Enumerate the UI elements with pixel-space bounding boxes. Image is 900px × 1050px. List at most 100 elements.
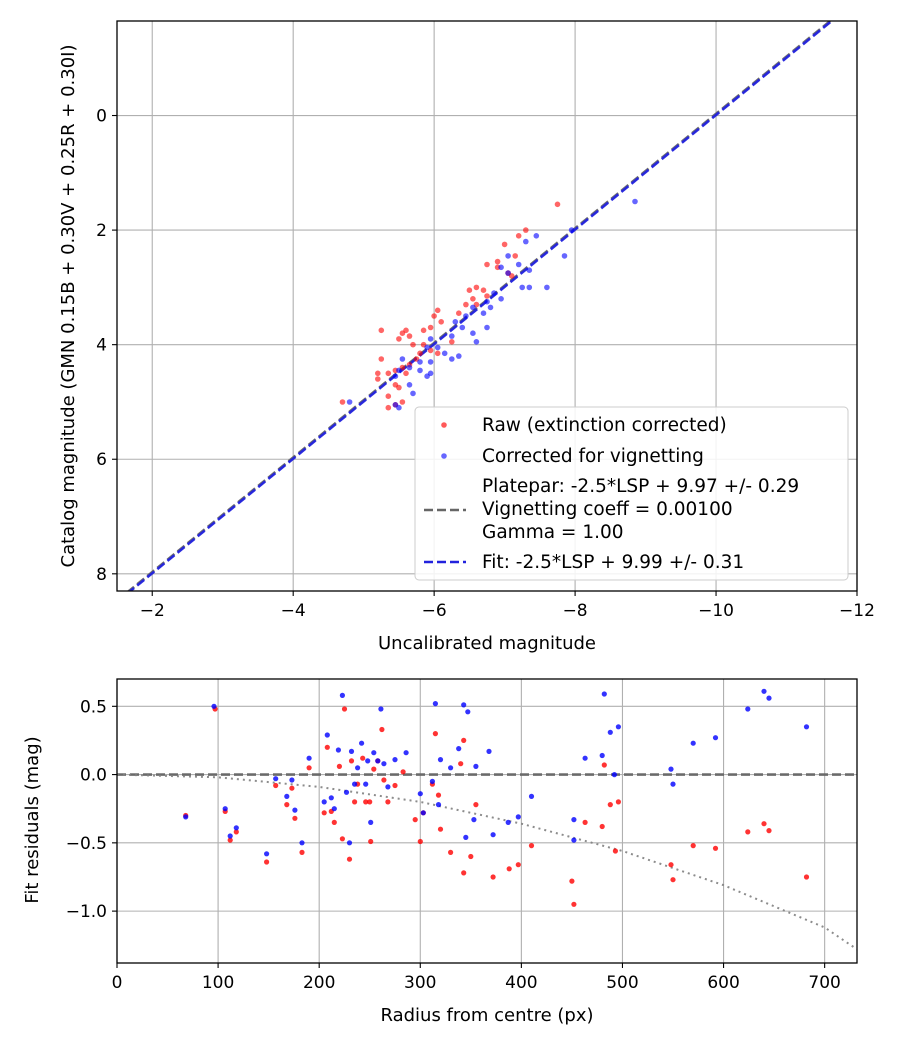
residuals-y-axis-label: Fit residuals (mag): [22, 736, 43, 903]
residuals-corrected-point: [378, 706, 384, 712]
residuals-corrected-point: [359, 740, 365, 746]
residuals-raw-point: [381, 777, 387, 783]
top-corrected-point: [491, 290, 497, 296]
residuals-corrected-point: [571, 837, 577, 843]
residuals-corrected-point: [471, 817, 477, 823]
residuals-raw-point: [528, 843, 535, 849]
residuals-corrected-point: [343, 789, 350, 795]
residuals-corrected-point: [601, 691, 607, 697]
legend-raw-label: Raw (extinction corrected): [482, 415, 727, 436]
top-corrected-point: [434, 344, 441, 351]
top-corrected-point: [544, 284, 550, 291]
residuals-raw-point: [432, 731, 438, 737]
residuals-corrected-point: [222, 806, 228, 812]
top-axes-frame: [116, 20, 858, 592]
residuals-corrected-point: [289, 777, 295, 783]
residuals-corrected-point: [385, 784, 391, 790]
residuals-raw-point: [435, 792, 442, 798]
residuals-raw-point: [458, 761, 464, 767]
residuals-corrected-point: [284, 793, 290, 800]
residuals-corrected-point: [363, 781, 369, 787]
residuals-raw-point: [367, 799, 373, 805]
top-raw-point: [339, 399, 346, 405]
residuals-raw-point: [745, 829, 751, 835]
residuals-raw-point: [417, 838, 423, 845]
residuals-corrected-point: [515, 814, 521, 820]
top-corrected-point: [396, 367, 402, 374]
residuals-corrected-point: [331, 806, 337, 812]
top-corrected-point: [427, 336, 434, 342]
top-y-axis-label: Catalog magnitude (GMN 0.15B + 0.30V + 0…: [58, 44, 79, 567]
residuals-corrected-point: [670, 781, 676, 787]
residuals-raw-point: [515, 862, 521, 868]
top-raw-point: [375, 370, 381, 377]
residuals-raw-point: [448, 849, 454, 856]
residuals-corrected-point: [461, 702, 467, 708]
residuals-raw-point: [668, 862, 674, 868]
top-corrected-point: [523, 238, 529, 245]
top-raw-point: [417, 350, 423, 357]
residuals-raw-point: [412, 817, 418, 823]
residuals-corrected-point: [712, 735, 719, 741]
residuals-raw-point: [264, 859, 270, 865]
residuals-raw-point: [803, 874, 810, 880]
residuals-corrected-point: [473, 763, 479, 770]
residuals-corrected-point: [321, 799, 327, 805]
top-scatter-panel: −2 −4 −6 −8 −10 −12 0 2 4 6 8 Uncalibrated magnitu…: [58, 20, 875, 654]
legend-corrected-label: Corrected for vignetting: [482, 446, 704, 467]
top-corrected-point: [505, 253, 511, 259]
residuals-corrected-point: [371, 750, 377, 756]
residuals-raw-point: [761, 821, 767, 827]
residuals-x-tick-label: 100: [202, 973, 234, 993]
top-corrected-point: [449, 356, 455, 362]
residuals-raw-point: [371, 766, 377, 772]
top-corrected-point: [463, 313, 469, 319]
legend-corrected-marker: [441, 453, 447, 459]
residuals-raw-point: [379, 726, 385, 733]
residuals-raw-point: [607, 802, 613, 808]
residuals-raw-point: [712, 845, 719, 851]
top-raw-point: [431, 313, 437, 319]
residuals-lines: [117, 773, 857, 951]
residuals-corrected-point: [264, 851, 270, 857]
top-corrected-point: [392, 373, 399, 380]
residuals-raw-point: [346, 856, 353, 862]
residuals-corrected-point: [615, 724, 622, 730]
residuals-raw-point: [766, 828, 772, 834]
residuals-corrected-point: [803, 724, 810, 730]
residuals-corrected-point: [339, 692, 345, 699]
top-y-tick-label: 4: [96, 336, 107, 356]
top-x-tick-label: −4: [281, 601, 306, 621]
residuals-corrected-point: [365, 758, 371, 764]
residuals-raw-point: [670, 877, 676, 883]
top-corrected-point: [470, 330, 476, 337]
residuals-corrected-point: [463, 834, 469, 841]
residuals-raw-point: [468, 853, 474, 860]
top-corrected-point: [632, 198, 638, 205]
top-corrected-point: [452, 319, 459, 325]
top-raw-point: [515, 233, 522, 239]
residuals-corrected-point: [299, 840, 305, 846]
residuals-raw-point: [331, 819, 337, 826]
residuals-corrected-point: [328, 795, 334, 801]
residuals-corrected-point: [429, 778, 435, 785]
residuals-panel: 0 100 200 300 400 500 600 700 0.5 0.0 −0.5 −1.0 Rad…: [22, 678, 858, 1026]
top-ticks: −2 −4 −6 −8 −10 −12 0 2 4 6 8: [96, 107, 875, 621]
top-corrected-point: [456, 353, 462, 359]
residuals-raw-point: [360, 755, 366, 761]
residuals-corrected-point: [582, 755, 588, 761]
residuals-corrected-point: [375, 758, 381, 764]
top-y-tick-label: 2: [96, 221, 107, 241]
residuals-ticks: 0 100 200 300 400 500 600 700 0.5 0.0 −0.5 −1.0: [66, 697, 841, 993]
residuals-x-tick-label: 300: [404, 973, 436, 993]
residuals-corrected-point: [668, 766, 674, 772]
top-raw-point: [403, 370, 409, 377]
top-corrected-point: [427, 359, 434, 365]
top-raw-point: [554, 201, 561, 208]
residuals-corrected-point: [465, 709, 471, 715]
residuals-corrected-point: [490, 832, 496, 838]
top-raw-point: [385, 370, 392, 377]
residuals-corrected-point: [745, 706, 751, 712]
top-corrected-point: [396, 404, 402, 411]
